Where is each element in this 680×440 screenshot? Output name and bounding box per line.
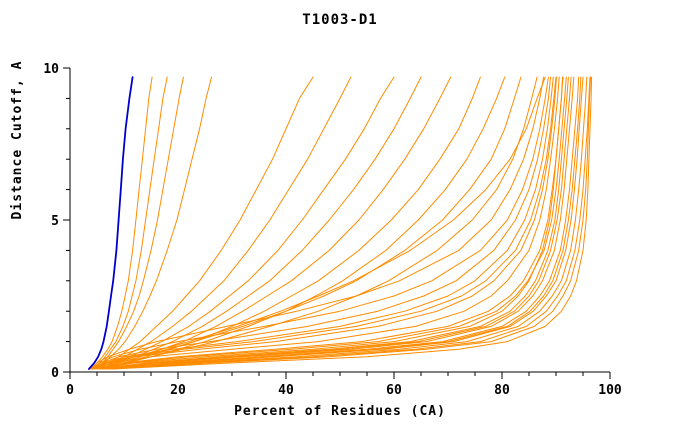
x-axis-label: Percent of Residues (CA): [234, 404, 446, 419]
model-curve-orange-21: [107, 76, 591, 370]
model-curve-orange-20: [107, 76, 588, 370]
x-tick-label: 60: [386, 383, 402, 398]
x-tick-label: 40: [278, 383, 294, 398]
model-curve-orange-18: [101, 76, 580, 370]
model-curve-orange-24: [93, 76, 557, 370]
model-curve-orange-01: [91, 76, 153, 370]
model-curve-orange-31: [104, 76, 582, 370]
x-tick-label: 0: [66, 383, 74, 398]
y-tick-label: 0: [51, 366, 59, 381]
model-curve-orange-25: [91, 76, 554, 370]
y-axis-label: Distance Cutoff, A: [10, 60, 25, 220]
model-curve-orange-17: [101, 76, 575, 370]
model-curve-orange-10: [107, 76, 481, 370]
model-curve-orange-14: [96, 76, 546, 370]
x-tick-label: 20: [170, 383, 186, 398]
model-curve-orange-30: [101, 76, 572, 370]
y-tick-label: 5: [51, 214, 59, 229]
model-curve-orange-04: [96, 76, 212, 370]
model-curve-orange-08: [101, 76, 422, 370]
model-curve-orange-22: [96, 76, 563, 370]
model-curve-orange-34: [92, 76, 557, 370]
model-curve-orange-27: [91, 76, 549, 370]
model-curve-orange-02: [93, 76, 168, 370]
y-tick-label: 10: [43, 62, 59, 77]
x-tick-label: 100: [598, 383, 622, 398]
model-curve-orange-32: [99, 76, 567, 370]
model-curve-orange-05: [96, 76, 314, 370]
model-curve-orange-33: [110, 76, 592, 370]
model-curve-orange-23: [93, 76, 560, 370]
chart-title: T1003-D1: [302, 12, 378, 28]
x-tick-label: 80: [494, 383, 510, 398]
model-curve-orange-11: [107, 76, 506, 370]
model-curve-orange-29: [112, 76, 593, 370]
model-curve-orange-26: [91, 76, 552, 370]
model-curve-orange-06: [99, 76, 352, 370]
model-curve-blue-highlight: [88, 76, 134, 370]
model-curve-orange-28: [90, 76, 545, 370]
model-curve-orange-16: [99, 76, 569, 370]
model-curve-orange-03: [96, 76, 184, 370]
